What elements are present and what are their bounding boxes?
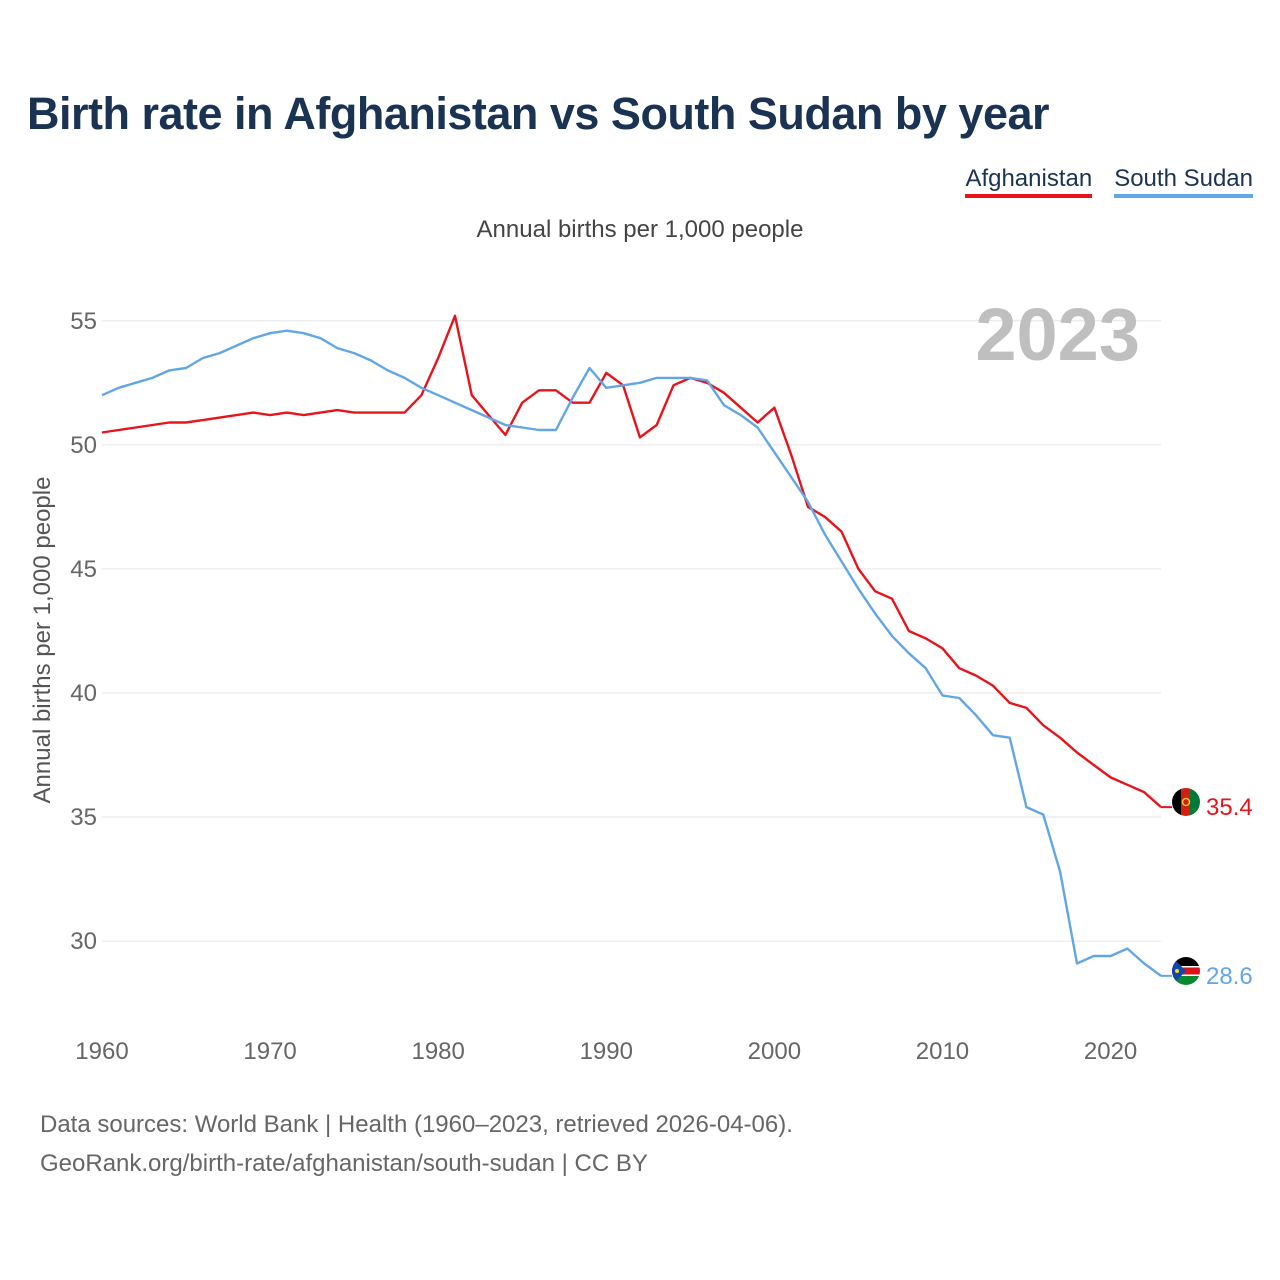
- x-tick-label: 1960: [75, 1038, 128, 1065]
- chart-subtitle: Annual births per 1,000 people: [476, 216, 804, 243]
- y-tick-label: 45: [70, 556, 97, 583]
- x-tick-label: 1990: [580, 1038, 633, 1065]
- series-line-afghanistan[interactable]: [101, 314, 1162, 808]
- footer: Data sources: World Bank | Health (1960–…: [40, 1105, 793, 1183]
- legend: Afghanistan South Sudan: [965, 165, 1253, 198]
- afghanistan-flag-icon: [1172, 788, 1200, 816]
- x-tick-label: 2000: [748, 1038, 801, 1065]
- south-sudan-flag-icon: [1172, 957, 1200, 985]
- x-tick-label: 2020: [1084, 1038, 1137, 1065]
- x-tick-label: 1970: [243, 1038, 296, 1065]
- y-tick-label: 30: [70, 928, 97, 955]
- x-tick-label: 1980: [411, 1038, 464, 1065]
- end-value-label-afghanistan: 35.4: [1206, 794, 1253, 821]
- legend-item-afghanistan[interactable]: Afghanistan: [965, 165, 1093, 198]
- chart-area: 30 35 40 45 50 55 1960 1970 1980 1990 2000 2010 202…: [29, 293, 1253, 1065]
- y-axis-label: Annual births per 1,000 people: [29, 477, 56, 804]
- chart-title: Birth rate in Afghanistan vs South Sudan…: [27, 88, 1050, 139]
- y-tick-label: 50: [70, 432, 97, 459]
- y-tick-label: 40: [70, 680, 97, 707]
- legend-item-south-sudan[interactable]: South Sudan: [1114, 165, 1253, 198]
- footer-sources: Data sources: World Bank | Health (1960–…: [40, 1111, 793, 1138]
- y-tick-label: 55: [70, 308, 97, 335]
- end-value-label-south-sudan: 28.6: [1206, 963, 1253, 990]
- x-tick-label: 2010: [916, 1038, 969, 1065]
- series-line-south-sudan[interactable]: [101, 329, 1162, 977]
- footer-url[interactable]: GeoRank.org/birth-rate/afghanistan/south…: [40, 1150, 648, 1177]
- year-watermark: 2023: [975, 293, 1140, 376]
- y-tick-label: 35: [70, 804, 97, 831]
